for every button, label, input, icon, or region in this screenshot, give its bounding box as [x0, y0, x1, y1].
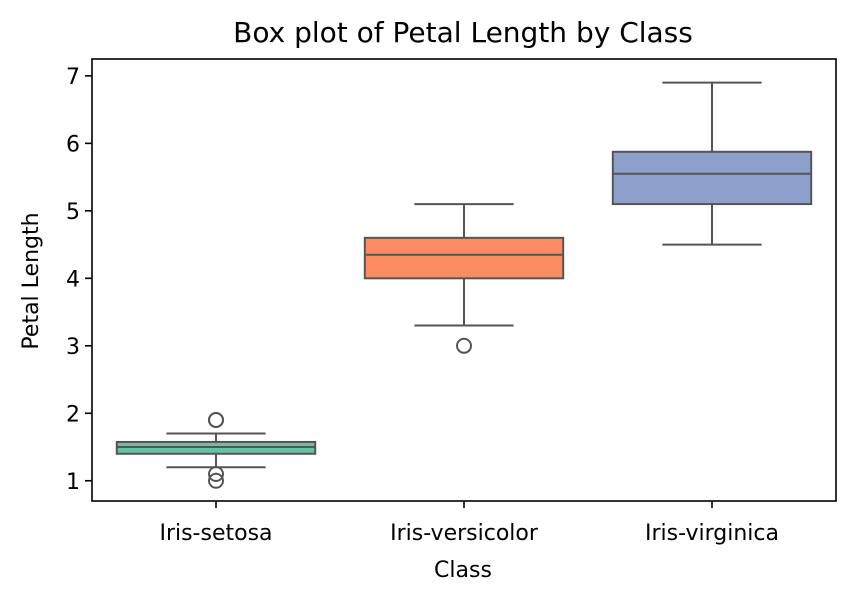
x-axis-label: Class: [434, 558, 492, 583]
outlier-point: [208, 472, 224, 489]
iqr-box: [611, 150, 813, 206]
y-tick-label: 3: [66, 335, 80, 360]
outlier-point: [456, 337, 472, 354]
y-tick-label: 1: [66, 470, 80, 495]
y-tick-label: 4: [66, 267, 80, 292]
iqr-box: [363, 236, 565, 280]
y-axis-label: Petal Length: [19, 212, 44, 349]
box-iris-versicolor: [363, 203, 565, 354]
y-tick-label: 5: [66, 200, 80, 225]
y-tick-label: 6: [66, 132, 80, 157]
outlier-point: [208, 412, 224, 429]
y-axis: 1 2 3 4 5 6 7: [66, 65, 92, 495]
x-tick-label: Iris-versicolor: [390, 521, 539, 546]
x-tick-label: Iris-virginica: [645, 521, 779, 546]
y-tick-label: 7: [66, 65, 80, 90]
outlier-point: [208, 466, 224, 483]
chart-title: Box plot of Petal Length by Class: [233, 16, 693, 49]
box-iris-virginica: [611, 81, 813, 246]
box-iris-setosa: [115, 412, 317, 489]
x-axis: Iris-setosa Iris-versicolor Iris-virginica: [159, 501, 779, 546]
boxes-layer: [115, 81, 813, 489]
y-tick-label: 2: [66, 402, 80, 427]
x-tick-label: Iris-setosa: [159, 521, 272, 546]
